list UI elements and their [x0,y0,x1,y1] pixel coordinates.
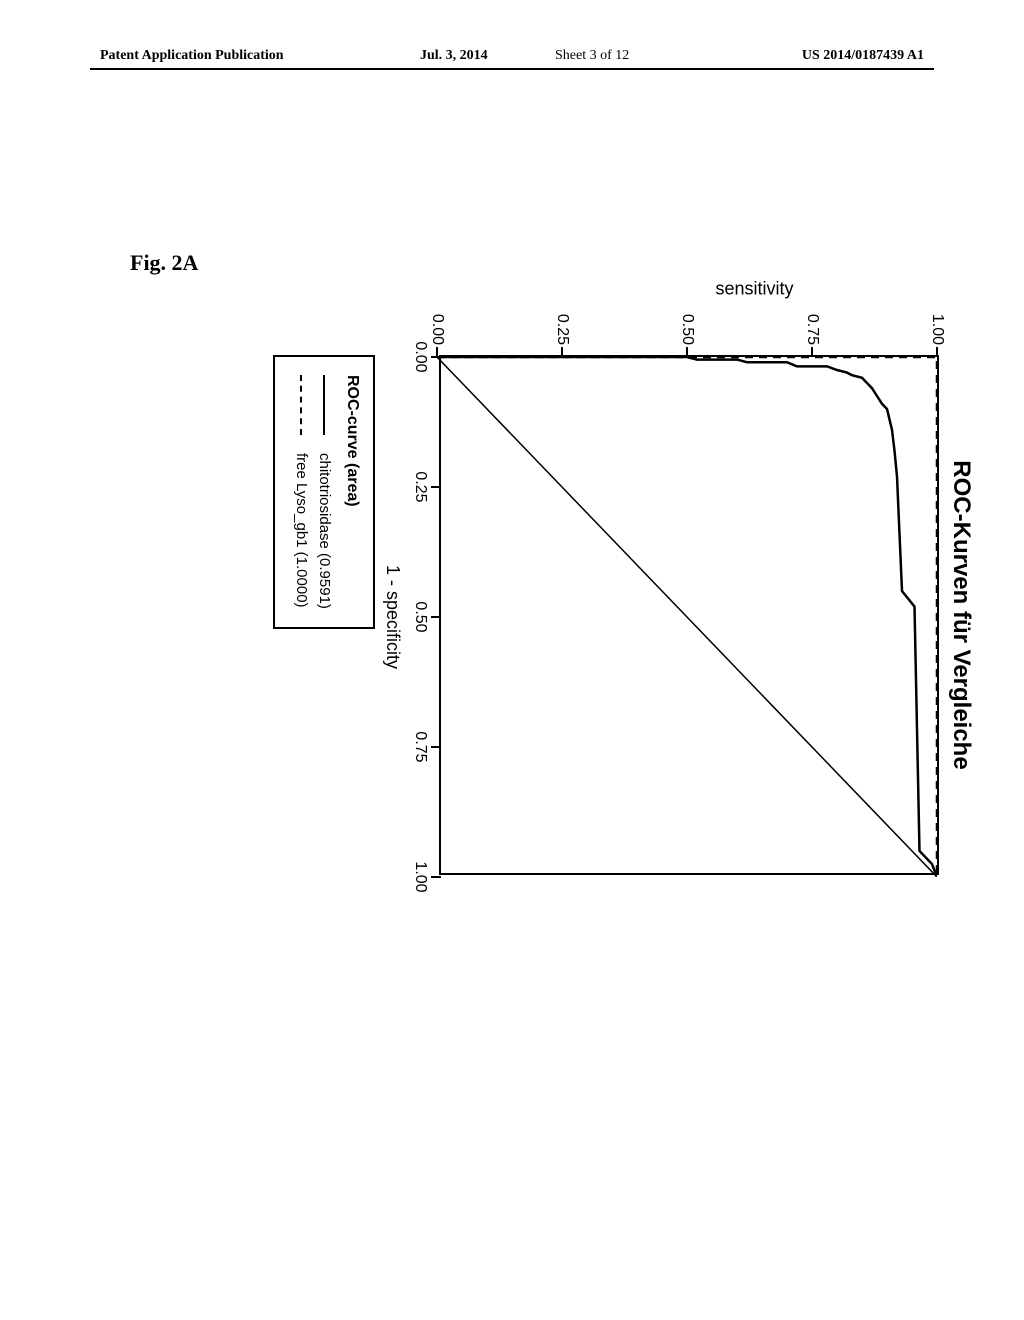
header-sheet: Sheet 3 of 12 [555,48,629,64]
x-tick-label: 0.50 [411,601,429,632]
legend-item-0: chitotriosidase (0.9591) [316,375,333,609]
header-rule [90,68,934,70]
y-tick-label: 0.25 [553,314,571,345]
x-tick-label: 0.25 [411,471,429,502]
x-tick-label: 0.00 [411,341,429,372]
y-tick [561,347,563,357]
y-tick-label: 0.50 [678,314,696,345]
chart-svg [437,357,937,877]
chart-title: ROC-Kurven für Vergleiche [947,355,975,875]
legend-label-1: free Lyso_gb1 (1.0000) [293,453,310,608]
legend-item-1: free Lyso_gb1 (1.0000) [293,375,310,609]
figure-label: Fig. 2A [130,250,198,276]
x-tick [431,746,441,748]
x-tick [431,876,441,878]
plot-area: 0.000.250.500.751.00 0.000.250.500.751.0… [439,355,939,875]
legend-swatch-dashed [301,375,303,435]
header-date: Jul. 3, 2014 [420,48,488,64]
y-tick [686,347,688,357]
x-tick [431,486,441,488]
y-tick [811,347,813,357]
legend-title: ROC-curve (area) [343,375,361,609]
y-axis-title: sensitivity [716,279,794,300]
header-patent-number: US 2014/0187439 A1 [802,48,924,64]
y-tick-label: 0.00 [428,314,446,345]
y-tick-label: 1.00 [928,314,946,345]
y-tick [936,347,938,357]
header-publication-label: Patent Application Publication [100,48,284,64]
x-tick [431,616,441,618]
rotated-content: ROC-Kurven für Vergleiche 0.000.250.500.… [105,295,1024,995]
legend: ROC-curve (area) chitotriosidase (0.9591… [273,355,375,629]
x-axis-title: 1 - specificity [382,357,403,877]
x-tick [431,356,441,358]
y-tick-label: 0.75 [803,314,821,345]
legend-label-0: chitotriosidase (0.9591) [316,453,333,609]
diagonal-reference-line [437,357,937,877]
chart-container: ROC-Kurven für Vergleiche 0.000.250.500.… [439,355,975,875]
x-tick-label: 0.75 [411,731,429,762]
x-tick-label: 1.00 [411,861,429,892]
legend-swatch-solid [324,375,326,435]
